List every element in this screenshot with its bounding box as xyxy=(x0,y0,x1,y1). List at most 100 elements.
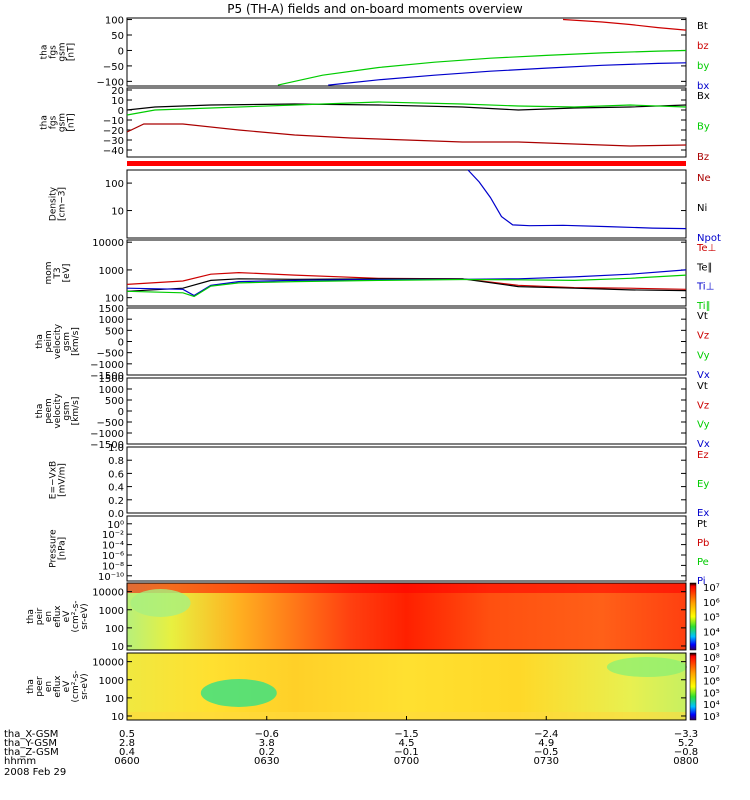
ylabel: [mV/m] xyxy=(58,463,68,497)
xaxis-value: −3.3 xyxy=(674,729,698,740)
colorbar-label: 10⁸ xyxy=(703,653,720,664)
ytick-label: 1000 xyxy=(99,315,124,326)
ylabel: eflux xyxy=(53,675,63,698)
ytick-label: 20 xyxy=(111,86,124,97)
legend-entry: Bt xyxy=(697,21,708,32)
colorbar-label: 10³ xyxy=(703,712,720,723)
series-Te∥ xyxy=(126,278,687,292)
legend-entry: by xyxy=(697,61,709,72)
colorbar-label: 10⁴ xyxy=(703,700,720,711)
ytick-label: 10⁻¹⁰ xyxy=(98,572,124,583)
ylabel: [eV] xyxy=(62,264,72,283)
heatmap-blob xyxy=(130,589,191,617)
heatmap-blob xyxy=(200,679,277,707)
colorbar-label: 10⁷ xyxy=(703,665,720,676)
series-Bz xyxy=(126,123,687,147)
series-bz xyxy=(562,18,687,31)
ylabel: eV xyxy=(62,680,72,693)
ytick-label: 0 xyxy=(118,338,124,349)
legend-entry: Te⊥ xyxy=(696,243,716,254)
ylabel: tha xyxy=(40,45,50,60)
ytick-label: 1000 xyxy=(99,385,124,396)
ylabel: gsm xyxy=(58,113,68,132)
ytick-label: 0.8 xyxy=(108,456,124,467)
ytick-label: 10⁻² xyxy=(102,530,124,541)
ylabel: eV xyxy=(62,610,72,623)
colorbar-label: 10⁵ xyxy=(703,613,720,624)
ylabel: tha xyxy=(26,679,36,694)
panel-frame xyxy=(126,239,687,307)
legend-entry: Npot xyxy=(697,233,721,244)
ytick-label: −500 xyxy=(97,349,124,360)
legend-entry: Bz xyxy=(697,152,709,163)
ytick-label: 10000 xyxy=(92,658,124,669)
ylabel: [cm−3] xyxy=(58,187,68,221)
heatmap-blob xyxy=(606,657,687,677)
ytick-label: −10 xyxy=(103,116,124,127)
legend-entry: Ez xyxy=(697,450,709,461)
legend-entry: Vx xyxy=(697,370,710,381)
xaxis-row-label: hhmm xyxy=(4,756,36,767)
ytick-label: 10000 xyxy=(92,588,124,599)
legend-entry: Pb xyxy=(697,538,709,549)
panel-frame xyxy=(126,169,687,239)
xaxis-row-label: tha_X-GSM xyxy=(4,729,58,740)
ytick-label: 500 xyxy=(105,326,124,337)
ylabel: peer xyxy=(35,676,45,697)
legend-entry: Ti⊥ xyxy=(696,282,714,293)
colorbar-label: 10⁶ xyxy=(703,677,720,688)
legend-entry: Bx xyxy=(697,91,710,102)
colorbar-label: 10³ xyxy=(703,642,720,653)
ylabel: fgs xyxy=(49,45,59,59)
ylabel: peem xyxy=(44,398,54,424)
ytick-label: 10000 xyxy=(92,238,124,249)
ytick-label: 10⁻⁴ xyxy=(102,541,124,552)
ytick-label: 500 xyxy=(105,396,124,407)
legend-entry: Vz xyxy=(697,400,709,411)
ytick-label: 1500 xyxy=(99,304,124,315)
legend-entry: By xyxy=(697,122,710,133)
ylabel: velocity xyxy=(53,393,63,429)
legend-entry: Ex xyxy=(697,508,709,519)
series-by xyxy=(277,49,687,86)
ytick-label: 10⁰ xyxy=(107,520,124,531)
ylabel: eflux xyxy=(53,605,63,628)
xaxis-value: 0.4 xyxy=(119,747,135,758)
ylabel: sr-eV) xyxy=(80,603,90,629)
ylabel: gsm xyxy=(62,332,72,351)
ytick-label: −1000 xyxy=(90,360,124,371)
panel-fgs: 100 50 0 −50 −100 tha fgs gsm [nT] Bt bz by bx xyxy=(40,16,710,92)
legend-entry: bz xyxy=(697,41,709,52)
ytick-label: −1500 xyxy=(90,371,124,382)
ytick-label: 100 xyxy=(105,624,124,635)
ylabel: en xyxy=(44,611,54,622)
legend-entry: Te∥ xyxy=(696,262,713,273)
separator-bar xyxy=(127,161,686,166)
xaxis-value: −2.4 xyxy=(534,729,558,740)
legend-entry: bx xyxy=(697,81,709,92)
legend-entry: Ne xyxy=(697,173,711,184)
ytick-label: 1.0 xyxy=(108,443,124,454)
xaxis-value: 0730 xyxy=(534,756,559,767)
ytick-label: 100 xyxy=(105,179,124,190)
ylabel: E=−VxB xyxy=(49,461,59,499)
xaxis-value: 0800 xyxy=(673,756,698,767)
ylabel: [nPa] xyxy=(58,537,68,560)
panel-frame xyxy=(126,446,687,514)
series-By xyxy=(126,101,687,116)
xaxis-value: 2.8 xyxy=(119,738,135,749)
ylabel: peir xyxy=(35,607,45,625)
colorbar-label: 10⁴ xyxy=(703,627,720,638)
xaxis-value: −0.6 xyxy=(255,729,279,740)
series-Ti∥ xyxy=(126,274,687,298)
ytick-label: −1000 xyxy=(90,429,124,440)
xaxis-value: 0.2 xyxy=(259,747,275,758)
ytick-label: −500 xyxy=(97,418,124,429)
panel-frame xyxy=(126,307,687,376)
heatmap-band xyxy=(127,583,686,593)
ylabel: (cm²-s- xyxy=(71,670,81,702)
